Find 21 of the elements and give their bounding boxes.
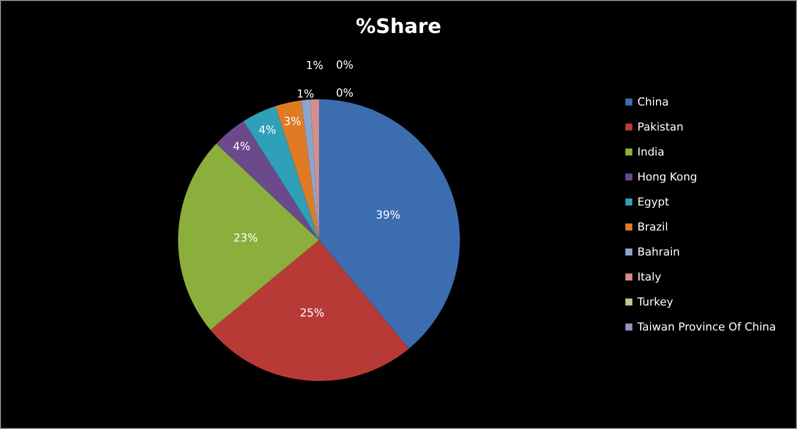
data-label: 23% [233, 231, 258, 244]
data-label: 4% [232, 140, 250, 154]
legend-label: Brazil [637, 220, 668, 234]
text: 0% [336, 58, 354, 72]
data-label: 3% [284, 115, 302, 128]
data-label: 1% [296, 87, 314, 100]
data-label: 39% [376, 208, 400, 222]
legend-label: Pakistan [637, 120, 684, 134]
chart-title: %Share [356, 14, 442, 38]
data-label: 1% [306, 58, 324, 72]
legend-label: Bahrain [637, 246, 680, 258]
legend-label: Taiwan Province Of China [636, 320, 776, 334]
legend-label: Hong Kong [637, 170, 698, 184]
data-label: 25% [300, 306, 324, 320]
legend-label: India [637, 146, 664, 158]
legend-label: Italy [637, 270, 662, 284]
legend-label: Turkey [636, 296, 674, 308]
text: 0% [336, 86, 354, 100]
legend-label: Egypt [637, 196, 670, 208]
legend-label: China [637, 96, 669, 108]
data-label: 4% [258, 124, 276, 137]
